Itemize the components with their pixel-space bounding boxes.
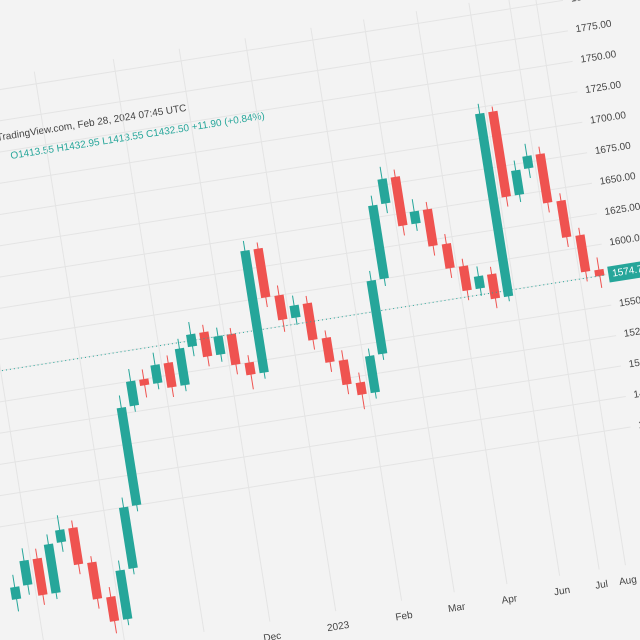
grid-line xyxy=(507,0,600,570)
candle-body xyxy=(338,359,352,386)
y-tick-label: 1525.00 xyxy=(623,323,640,340)
candle-body xyxy=(441,243,455,269)
candle-body xyxy=(68,527,84,566)
candle-body xyxy=(364,355,380,394)
grid-line xyxy=(178,48,271,622)
y-tick-label: 1600.00 xyxy=(609,232,640,249)
grid-line xyxy=(415,11,508,585)
grid-line xyxy=(0,84,47,640)
candle-body xyxy=(390,176,408,227)
last-price-box xyxy=(607,258,640,283)
x-tick-label: Jul xyxy=(594,579,608,592)
candle-body xyxy=(163,362,177,388)
candle-body xyxy=(522,155,534,169)
candle-body xyxy=(226,333,241,366)
x-tick-label: Mar xyxy=(447,601,466,615)
candle-body xyxy=(355,381,367,396)
candle-body xyxy=(115,569,133,620)
candle-body xyxy=(409,210,421,225)
candle-body xyxy=(321,337,335,363)
candle-body xyxy=(150,364,163,384)
candle-body xyxy=(174,347,190,386)
candle-body xyxy=(575,234,591,273)
candle-body xyxy=(511,169,525,196)
y-tick-label: 1550.00 xyxy=(618,293,640,310)
candle-body xyxy=(118,506,138,569)
candle-body xyxy=(125,380,140,407)
candle-body xyxy=(244,361,256,376)
candle-body xyxy=(458,265,472,292)
candle-body xyxy=(213,335,226,356)
candle-body xyxy=(186,333,198,348)
candle-body xyxy=(368,204,389,280)
candle-body xyxy=(422,208,438,247)
candle-body xyxy=(55,529,67,543)
grid-line xyxy=(33,71,126,640)
candle-body xyxy=(199,331,213,358)
candle-body xyxy=(87,561,103,600)
candle-body xyxy=(116,406,142,506)
candle-body xyxy=(488,110,511,198)
candle-body xyxy=(139,378,150,386)
candle-body xyxy=(32,557,48,596)
y-tick-label: 1450.00 xyxy=(638,415,640,432)
candle-body xyxy=(594,268,605,277)
x-tick-label: Jun xyxy=(553,585,571,598)
x-tick-label: Dec xyxy=(263,631,282,640)
grid-line xyxy=(534,0,626,566)
candle-body xyxy=(475,112,514,298)
candle-body xyxy=(240,249,269,374)
y-tick-label: 1625.00 xyxy=(604,201,640,218)
grid-line xyxy=(310,27,403,601)
last-price-label: 1574.78 xyxy=(612,263,640,280)
candle-body xyxy=(289,304,301,319)
candle-body xyxy=(377,178,391,205)
candle-body xyxy=(535,153,553,204)
candle-body xyxy=(19,559,33,586)
x-tick-label: 2023 xyxy=(326,620,350,634)
x-tick-label: Aug xyxy=(618,574,637,588)
y-tick-label: 1475.00 xyxy=(633,384,640,401)
grid-line xyxy=(468,2,561,576)
candle-body xyxy=(10,586,22,600)
candle-body xyxy=(253,247,271,299)
candle-body xyxy=(106,596,120,622)
candle-body xyxy=(43,543,61,594)
grid-line xyxy=(112,59,205,633)
x-tick-label: Apr xyxy=(501,593,519,606)
candle-body xyxy=(473,275,485,290)
x-tick-label: Feb xyxy=(395,610,414,624)
candle-body xyxy=(556,199,572,238)
candle-body xyxy=(366,279,388,355)
candle-body xyxy=(274,294,288,321)
